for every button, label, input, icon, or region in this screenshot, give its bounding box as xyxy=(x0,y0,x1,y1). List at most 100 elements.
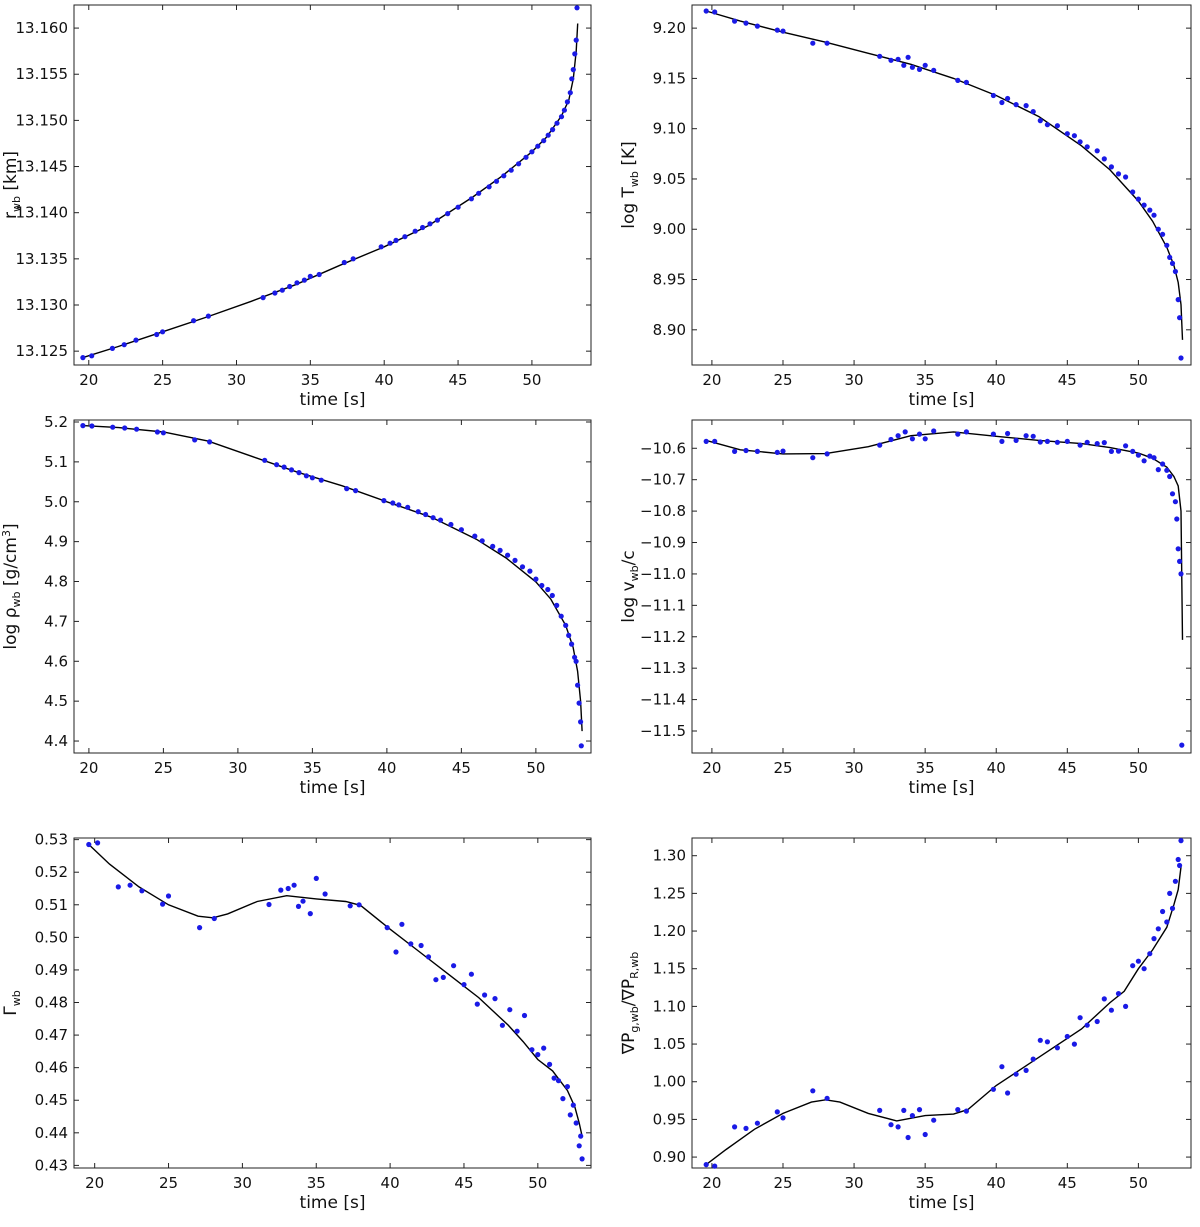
data-point xyxy=(1013,437,1019,443)
data-point xyxy=(1175,297,1181,303)
data-point xyxy=(877,53,883,59)
data-point xyxy=(576,700,582,706)
data-point xyxy=(712,9,718,15)
data-point xyxy=(810,40,816,46)
data-point xyxy=(1175,546,1181,552)
data-point xyxy=(1141,966,1147,972)
fit-curve xyxy=(706,431,1184,640)
data-point xyxy=(1084,144,1090,150)
data-point xyxy=(780,448,786,454)
data-point xyxy=(1108,448,1114,454)
data-point xyxy=(274,462,280,468)
x-tick-label: 45 xyxy=(1058,1174,1077,1192)
data-point xyxy=(535,143,541,149)
data-point xyxy=(824,40,830,46)
data-point xyxy=(754,23,761,29)
data-point xyxy=(523,154,529,160)
data-point xyxy=(1108,164,1114,170)
y-tick-label: −10.9 xyxy=(640,534,686,552)
y-tick-label: 1.15 xyxy=(653,960,686,978)
y-tick-label: 1.20 xyxy=(653,922,686,940)
data-point xyxy=(578,743,584,749)
data-point xyxy=(1179,742,1185,748)
data-point xyxy=(1077,442,1083,448)
x-tick-label: 30 xyxy=(228,759,247,777)
panel-2: 20 25 30 35 40 45 50 8.90 8.95 9.00 9.05 9.10 9.15 9.… xyxy=(619,4,1192,410)
data-point xyxy=(895,1124,901,1130)
data-point xyxy=(399,921,405,927)
data-point xyxy=(549,592,555,599)
data-point xyxy=(1013,1071,1019,1077)
data-point xyxy=(408,941,414,947)
data-point xyxy=(564,99,571,105)
data-point xyxy=(393,237,399,243)
data-point xyxy=(458,527,464,533)
data-point xyxy=(1023,103,1029,109)
y-tick-label: 13.130 xyxy=(16,296,69,314)
data-point xyxy=(347,903,353,909)
data-point xyxy=(1151,936,1157,942)
x-tick-label: 50 xyxy=(1129,1174,1148,1192)
data-point xyxy=(1147,951,1153,957)
data-point xyxy=(472,533,478,539)
data-point xyxy=(493,178,500,184)
data-point xyxy=(743,20,749,26)
data-point xyxy=(743,447,749,454)
data-point xyxy=(558,114,565,120)
y-axis-title: log Twb [K] xyxy=(619,141,641,229)
data-point xyxy=(564,1084,571,1090)
x-tick-label: 30 xyxy=(845,759,864,777)
data-point xyxy=(211,915,217,922)
x-tick-label: 20 xyxy=(85,1174,104,1192)
data-point xyxy=(474,1001,480,1007)
x-tick-label: 50 xyxy=(528,1174,547,1192)
data-point xyxy=(1023,433,1029,439)
data-point xyxy=(563,622,569,629)
y-tick-label: 8.90 xyxy=(653,321,686,339)
data-point xyxy=(272,290,278,296)
data-point xyxy=(1064,131,1070,137)
y-tick-label: 9.15 xyxy=(653,69,686,87)
data-point xyxy=(1037,118,1043,124)
data-point xyxy=(895,56,901,62)
x-tick-label: 30 xyxy=(233,1174,252,1192)
data-point xyxy=(963,429,970,435)
y-tick-label: 4.4 xyxy=(44,732,68,750)
data-point xyxy=(712,438,718,444)
data-point xyxy=(434,217,440,223)
data-point xyxy=(1167,473,1173,480)
x-tick-label: 35 xyxy=(916,1174,935,1192)
data-point xyxy=(877,1107,883,1113)
data-point xyxy=(89,423,95,429)
data-point xyxy=(307,911,313,917)
data-point xyxy=(309,475,315,481)
data-point xyxy=(754,1120,761,1126)
data-point xyxy=(888,57,894,63)
data-point xyxy=(905,1134,911,1141)
fit-curve xyxy=(706,10,1184,340)
data-point xyxy=(507,1007,513,1013)
x-tick-label: 45 xyxy=(449,371,468,389)
y-tick-label: 5.0 xyxy=(44,493,68,511)
data-point xyxy=(1115,991,1122,997)
data-point xyxy=(780,28,786,34)
data-point xyxy=(505,552,511,558)
data-point xyxy=(322,891,328,897)
y-tick-label: 1.30 xyxy=(653,847,686,865)
data-point xyxy=(573,658,579,664)
data-point xyxy=(1044,438,1050,444)
data-point xyxy=(1167,890,1173,897)
data-point xyxy=(287,283,293,290)
data-point xyxy=(703,8,709,14)
panel-6: 20 25 30 35 40 45 50 0.90 0.95 1.00 1.05 1.10 1.15 1.… xyxy=(619,837,1192,1213)
data-point xyxy=(931,428,937,434)
y-tick-label: −11.1 xyxy=(640,596,686,614)
y-tick-label: 0.95 xyxy=(653,1110,686,1128)
data-point xyxy=(281,464,287,470)
data-point xyxy=(1005,95,1011,102)
data-point xyxy=(909,1113,916,1119)
data-point xyxy=(423,511,429,518)
data-point xyxy=(390,500,396,506)
data-point xyxy=(468,971,474,977)
